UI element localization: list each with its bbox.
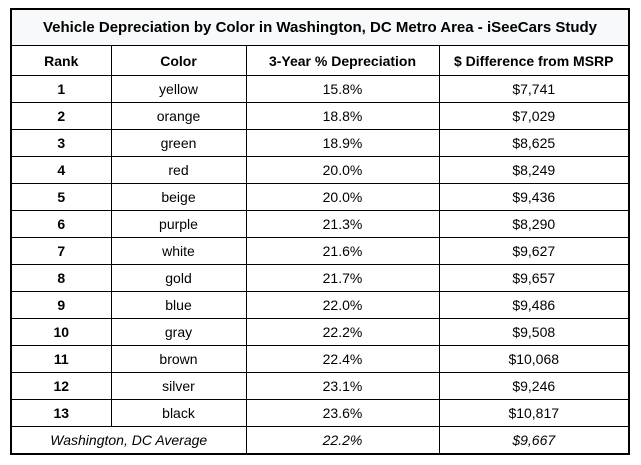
column-header-rank: Rank xyxy=(10,45,112,76)
table-row: 4 red 20.0% $8,249 xyxy=(10,156,630,184)
table-row: 7 white 21.6% $9,627 xyxy=(10,237,630,265)
column-header-color: Color xyxy=(110,45,247,76)
column-header-depreciation: 3-Year % Depreciation xyxy=(245,45,440,76)
depreciation-cell: 22.4% xyxy=(245,345,440,373)
rank-cell: 8 xyxy=(10,264,112,292)
msrp-difference-cell: $8,290 xyxy=(438,210,630,238)
table-header-row: Rank Color 3-Year % Depreciation $ Diffe… xyxy=(10,45,630,76)
color-cell: yellow xyxy=(110,75,247,103)
depreciation-cell: 21.6% xyxy=(245,237,440,265)
depreciation-cell: 21.3% xyxy=(245,210,440,238)
depreciation-cell: 22.2% xyxy=(245,318,440,346)
color-cell: purple xyxy=(110,210,247,238)
msrp-difference-cell: $9,486 xyxy=(438,291,630,319)
table-title-row: Vehicle Depreciation by Color in Washing… xyxy=(10,8,630,46)
rank-cell: 3 xyxy=(10,129,112,157)
rank-cell: 12 xyxy=(10,372,112,400)
rank-cell: 9 xyxy=(10,291,112,319)
depreciation-table: Vehicle Depreciation by Color in Washing… xyxy=(10,8,630,455)
msrp-difference-cell: $9,436 xyxy=(438,183,630,211)
color-cell: white xyxy=(110,237,247,265)
table-row: 10 gray 22.2% $9,508 xyxy=(10,318,630,346)
table-row: 1 yellow 15.8% $7,741 xyxy=(10,75,630,103)
table-row: 3 green 18.9% $8,625 xyxy=(10,129,630,157)
msrp-difference-cell: $8,249 xyxy=(438,156,630,184)
msrp-difference-cell: $9,627 xyxy=(438,237,630,265)
msrp-difference-cell: $10,817 xyxy=(438,399,630,427)
table-row: 11 brown 22.4% $10,068 xyxy=(10,345,630,373)
table-row: 9 blue 22.0% $9,486 xyxy=(10,291,630,319)
table-row: 13 black 23.6% $10,817 xyxy=(10,399,630,427)
table-row: 6 purple 21.3% $8,290 xyxy=(10,210,630,238)
depreciation-cell: 18.8% xyxy=(245,102,440,130)
depreciation-cell: 23.1% xyxy=(245,372,440,400)
average-row: Washington, DC Average 22.2% $9,667 xyxy=(10,426,630,455)
rank-cell: 4 xyxy=(10,156,112,184)
table-title: Vehicle Depreciation by Color in Washing… xyxy=(10,8,630,46)
color-cell: blue xyxy=(110,291,247,319)
color-cell: beige xyxy=(110,183,247,211)
rank-cell: 5 xyxy=(10,183,112,211)
depreciation-cell: 20.0% xyxy=(245,183,440,211)
msrp-difference-cell: $7,029 xyxy=(438,102,630,130)
depreciation-cell: 22.0% xyxy=(245,291,440,319)
color-cell: gold xyxy=(110,264,247,292)
color-cell: green xyxy=(110,129,247,157)
table-row: 12 silver 23.1% $9,246 xyxy=(10,372,630,400)
color-cell: brown xyxy=(110,345,247,373)
rank-cell: 7 xyxy=(10,237,112,265)
depreciation-cell: 15.8% xyxy=(245,75,440,103)
depreciation-cell: 21.7% xyxy=(245,264,440,292)
color-cell: orange xyxy=(110,102,247,130)
color-cell: gray xyxy=(110,318,247,346)
rank-cell: 11 xyxy=(10,345,112,373)
color-cell: black xyxy=(110,399,247,427)
msrp-difference-cell: $9,508 xyxy=(438,318,630,346)
color-cell: red xyxy=(110,156,247,184)
table-row: 8 gold 21.7% $9,657 xyxy=(10,264,630,292)
table-row: 2 orange 18.8% $7,029 xyxy=(10,102,630,130)
rank-cell: 1 xyxy=(10,75,112,103)
depreciation-cell: 18.9% xyxy=(245,129,440,157)
msrp-difference-cell: $10,068 xyxy=(438,345,630,373)
table-row: 5 beige 20.0% $9,436 xyxy=(10,183,630,211)
msrp-difference-cell: $9,246 xyxy=(438,372,630,400)
msrp-difference-cell: $7,741 xyxy=(438,75,630,103)
average-label-cell: Washington, DC Average xyxy=(10,426,247,455)
average-msrp-difference-cell: $9,667 xyxy=(438,426,630,455)
msrp-difference-cell: $8,625 xyxy=(438,129,630,157)
rank-cell: 2 xyxy=(10,102,112,130)
depreciation-cell: 20.0% xyxy=(245,156,440,184)
rank-cell: 13 xyxy=(10,399,112,427)
column-header-msrp-difference: $ Difference from MSRP xyxy=(438,45,630,76)
rank-cell: 10 xyxy=(10,318,112,346)
rank-cell: 6 xyxy=(10,210,112,238)
color-cell: silver xyxy=(110,372,247,400)
average-depreciation-cell: 22.2% xyxy=(245,426,440,455)
msrp-difference-cell: $9,657 xyxy=(438,264,630,292)
depreciation-cell: 23.6% xyxy=(245,399,440,427)
